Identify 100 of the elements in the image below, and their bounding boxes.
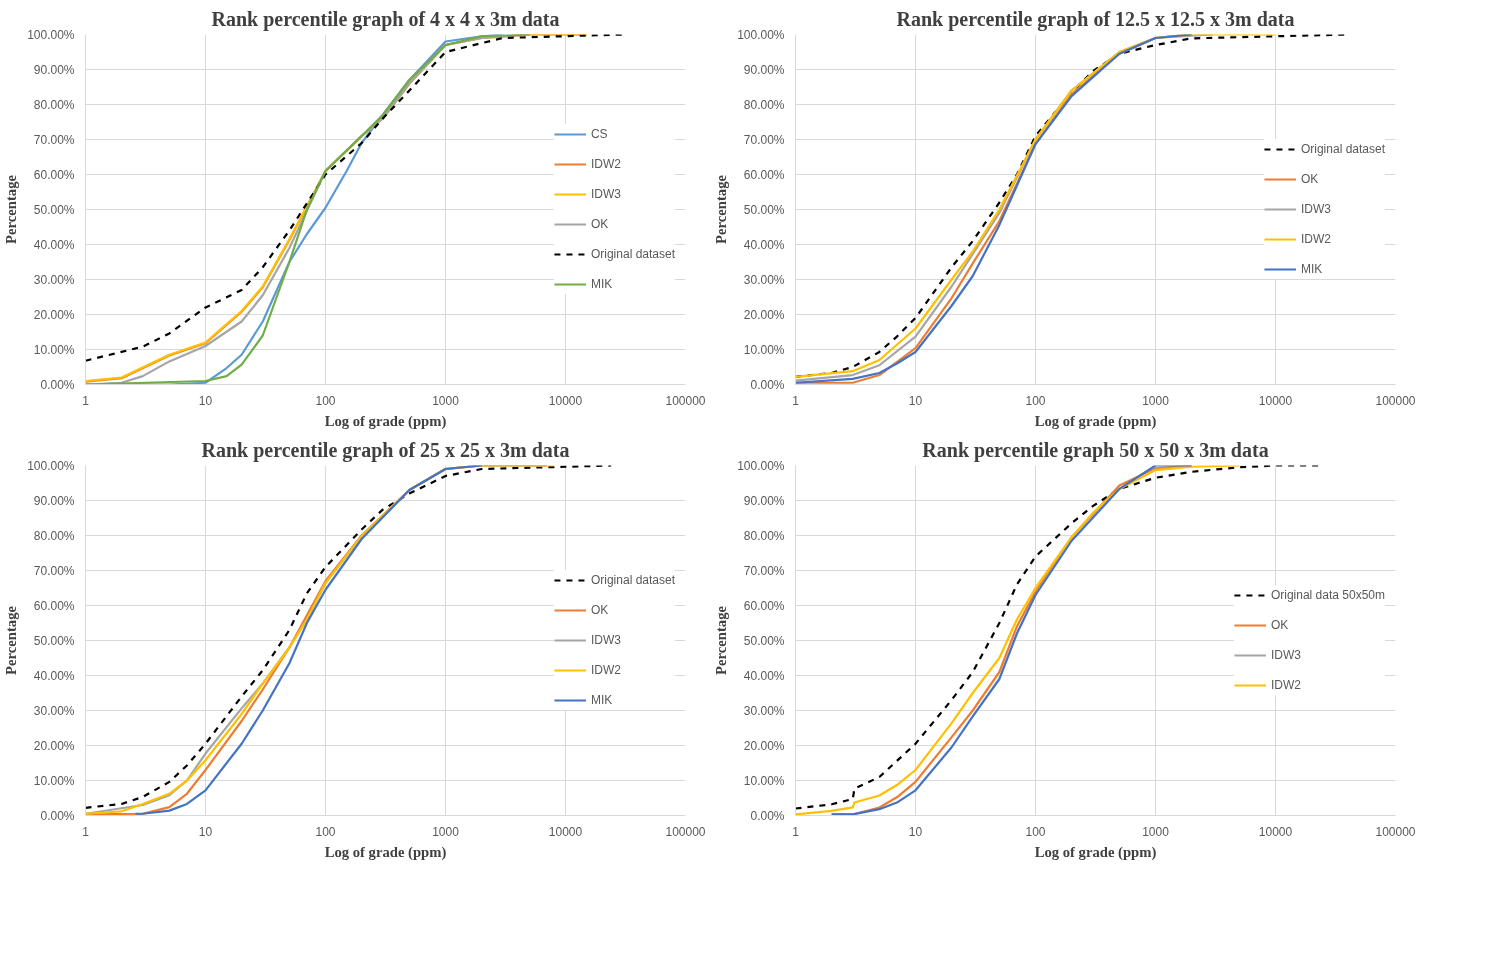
legend-label: IDW2	[590, 663, 621, 677]
x-axis-title: Log of grade (ppm)	[324, 843, 447, 861]
legend-label: IDW2	[1300, 232, 1331, 246]
y-tick-label: 40.00%	[33, 237, 75, 252]
legend-label: IDW3	[590, 633, 621, 647]
chart-title: Rank percentile graph of 4 x 4 x 3m data	[211, 7, 560, 31]
y-tick-label: 30.00%	[743, 703, 785, 718]
y-tick-label: 80.00%	[33, 528, 75, 543]
y-tick-label: 40.00%	[743, 237, 785, 252]
y-tick-label: 0.00%	[40, 377, 75, 392]
legend-label: MIK	[590, 277, 613, 291]
y-tick-label: 0.00%	[40, 808, 75, 823]
x-tick-label: 100	[315, 393, 336, 408]
y-tick-label: 60.00%	[743, 167, 785, 182]
x-tick-label: 100000	[665, 393, 706, 408]
x-tick-label: 10	[908, 824, 923, 839]
x-tick-label: 1	[792, 824, 800, 839]
y-tick-label: 30.00%	[33, 272, 75, 287]
x-tick-label: 1000	[1142, 393, 1170, 408]
x-tick-label: 10000	[1258, 824, 1293, 839]
x-tick-label: 100	[1025, 824, 1046, 839]
x-tick-label: 10000	[548, 393, 583, 408]
y-tick-label: 90.00%	[743, 62, 785, 77]
y-tick-label: 100.00%	[27, 27, 75, 42]
legend-label: MIK	[590, 693, 613, 707]
y-tick-label: 20.00%	[743, 738, 785, 753]
y-tick-label: 60.00%	[33, 598, 75, 613]
chart-title: Rank percentile graph of 25 x 25 x 3m data	[201, 438, 570, 462]
x-axis-title: Log of grade (ppm)	[1034, 412, 1157, 430]
x-tick-label: 1000	[432, 824, 460, 839]
x-tick-label: 1000	[1142, 824, 1170, 839]
x-tick-label: 1000	[432, 393, 460, 408]
legend-label: CS	[590, 127, 609, 141]
y-tick-label: 0.00%	[750, 808, 785, 823]
legend-label: IDW3	[1270, 648, 1301, 662]
x-tick-label: 10000	[548, 824, 583, 839]
x-tick-label: 1	[82, 824, 90, 839]
x-tick-label: 100000	[665, 824, 706, 839]
legend-label: OK	[590, 603, 610, 617]
x-axis-title: Log of grade (ppm)	[324, 412, 447, 430]
x-tick-label: 10000	[1258, 393, 1293, 408]
y-tick-label: 70.00%	[743, 563, 785, 578]
y-tick-label: 50.00%	[33, 202, 75, 217]
y-tick-label: 90.00%	[743, 493, 785, 508]
y-axis-title: Percentage	[713, 605, 730, 675]
x-tick-label: 100000	[1375, 393, 1416, 408]
legend-label: IDW2	[1270, 678, 1301, 692]
y-tick-label: 0.00%	[750, 377, 785, 392]
y-tick-label: 20.00%	[33, 307, 75, 322]
y-tick-label: 80.00%	[743, 97, 785, 112]
y-tick-label: 70.00%	[743, 132, 785, 147]
y-tick-label: 40.00%	[743, 668, 785, 683]
x-tick-label: 100	[315, 824, 336, 839]
y-axis-title: Percentage	[713, 174, 730, 244]
y-tick-label: 10.00%	[743, 342, 785, 357]
x-tick-label: 10	[198, 824, 213, 839]
x-tick-label: 1	[82, 393, 90, 408]
chart-title: Rank percentile graph 50 x 50 x 3m data	[922, 438, 1269, 462]
y-tick-label: 10.00%	[33, 342, 75, 357]
y-tick-label: 30.00%	[743, 272, 785, 287]
y-tick-label: 50.00%	[743, 633, 785, 648]
x-tick-label: 10	[908, 393, 923, 408]
legend-label: OK	[1270, 618, 1290, 632]
x-tick-label: 100	[1025, 393, 1046, 408]
y-tick-label: 70.00%	[33, 132, 75, 147]
y-tick-label: 60.00%	[33, 167, 75, 182]
y-axis-title: Percentage	[3, 605, 20, 675]
y-tick-label: 80.00%	[743, 528, 785, 543]
legend-label: IDW3	[590, 187, 621, 201]
chart-title: Rank percentile graph of 12.5 x 12.5 x 3m data	[896, 7, 1295, 31]
y-tick-label: 100.00%	[737, 27, 785, 42]
y-tick-label: 100.00%	[737, 458, 785, 473]
legend-label: Original dataset	[590, 247, 675, 261]
legend-label: IDW2	[590, 157, 621, 171]
y-tick-label: 90.00%	[33, 493, 75, 508]
y-axis-title: Percentage	[3, 174, 20, 244]
legend-label: Original data 50x50m	[1270, 588, 1385, 602]
y-tick-label: 20.00%	[33, 738, 75, 753]
y-tick-label: 90.00%	[33, 62, 75, 77]
legend-label: Original dataset	[590, 573, 675, 587]
y-tick-label: 10.00%	[33, 773, 75, 788]
y-tick-label: 60.00%	[743, 598, 785, 613]
legend-label: Original dataset	[1300, 142, 1385, 156]
legend-label: MIK	[1300, 262, 1323, 276]
legend-label: OK	[1300, 172, 1320, 186]
y-tick-label: 30.00%	[33, 703, 75, 718]
y-tick-label: 50.00%	[743, 202, 785, 217]
x-tick-label: 10	[198, 393, 213, 408]
y-tick-label: 40.00%	[33, 668, 75, 683]
y-tick-label: 20.00%	[743, 307, 785, 322]
legend-label: OK	[590, 217, 610, 231]
y-tick-label: 10.00%	[743, 773, 785, 788]
y-tick-label: 70.00%	[33, 563, 75, 578]
y-tick-label: 100.00%	[27, 458, 75, 473]
x-axis-title: Log of grade (ppm)	[1034, 843, 1157, 861]
y-tick-label: 50.00%	[33, 633, 75, 648]
x-tick-label: 1	[792, 393, 800, 408]
x-tick-label: 100000	[1375, 824, 1416, 839]
y-tick-label: 80.00%	[33, 97, 75, 112]
legend-label: IDW3	[1300, 202, 1331, 216]
